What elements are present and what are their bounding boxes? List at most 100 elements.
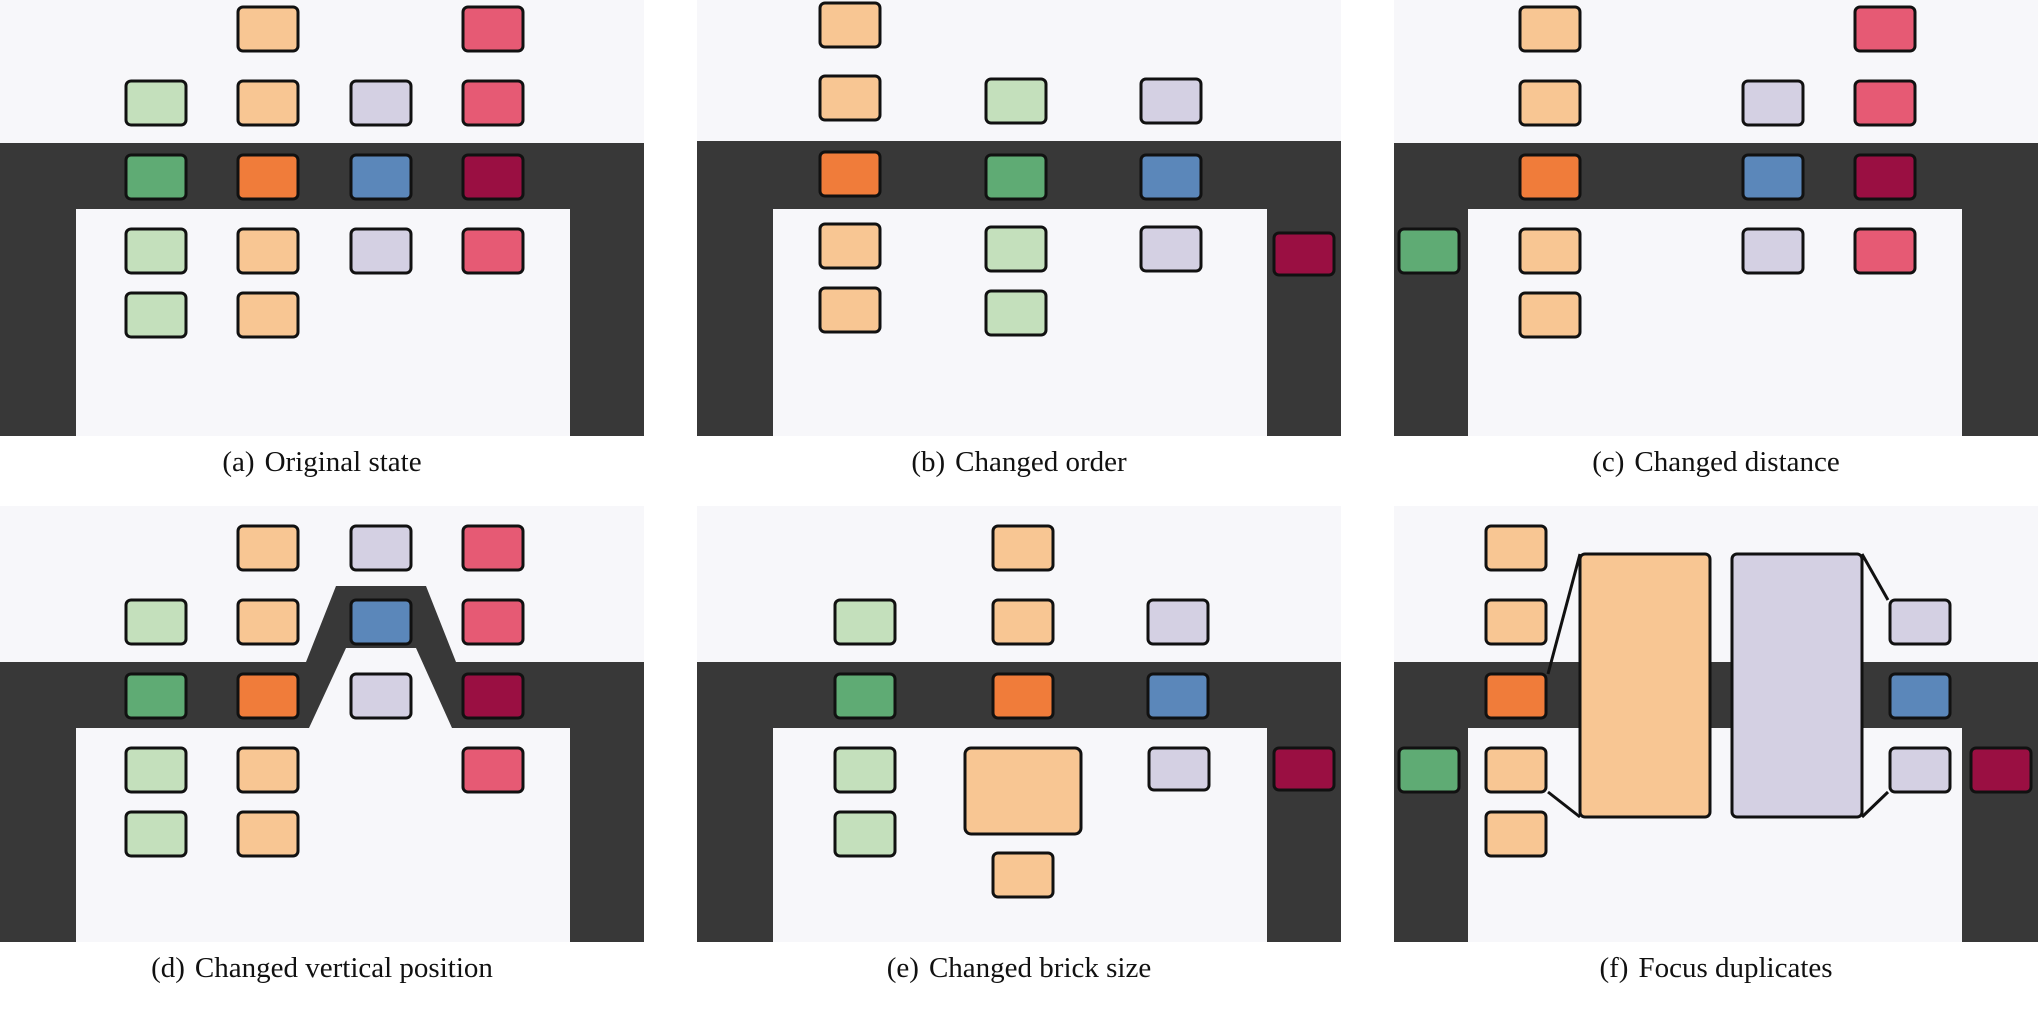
brick-green-light [124, 291, 188, 339]
brick-green-dark [984, 153, 1048, 201]
brick-lilac-light [1146, 598, 1210, 646]
brick-green-light [984, 225, 1048, 273]
brick-crimson-dark [461, 672, 525, 720]
brick-green-light [124, 810, 188, 858]
brick-orange-light [1484, 524, 1548, 572]
panel-changed-vertical-position: (d) Changed vertical position [0, 506, 644, 1006]
brick-blue-dark [1139, 153, 1203, 201]
brick-green-light [124, 79, 188, 127]
caption: (d) Changed vertical position [0, 952, 644, 985]
panel-changed-distance: (c) Changed distance [1394, 0, 2038, 500]
focus-magnified-lilac-brick [1730, 552, 1864, 819]
panel-focus-duplicates: (f) Focus duplicates [1394, 506, 2038, 1006]
brick-lilac-light [1139, 77, 1203, 125]
brick-orange-dark [236, 153, 300, 201]
diagram-changed-order [697, 0, 1341, 436]
brick-green-dark [1397, 746, 1461, 794]
brick-blue-dark [1741, 153, 1805, 201]
brick-green-light [124, 598, 188, 646]
caption-tag: (b) [911, 446, 946, 478]
diagram-changed-brick-size [697, 506, 1341, 942]
brick-crimson-dark [461, 153, 525, 201]
brick-orange-light [236, 524, 300, 572]
dark-band [1394, 143, 2038, 436]
background [0, 0, 644, 436]
brick-orange-light [991, 598, 1055, 646]
brick-green-dark [1397, 227, 1461, 275]
brick-lilac-light [1147, 746, 1211, 792]
diagram-focus-duplicates [1394, 506, 2038, 942]
panel-changed-brick-size: (e) Changed brick size [697, 506, 1341, 1006]
brick-orange-light [991, 524, 1055, 572]
brick-green-light [984, 77, 1048, 125]
caption: (e) Changed brick size [697, 952, 1341, 985]
brick-green-light [124, 746, 188, 794]
background [697, 0, 1341, 436]
brick-green-light [833, 598, 897, 646]
brick-lilac-light [349, 672, 413, 720]
brick-orange-light [236, 746, 300, 794]
brick-green-light [984, 289, 1048, 337]
brick-orange-dark [1518, 153, 1582, 201]
brick-blue-dark [349, 598, 413, 646]
brick-crimson-dark [1853, 153, 1917, 201]
brick-pink-light [1853, 227, 1917, 275]
brick-blue-dark [1146, 672, 1210, 720]
caption-title: Changed vertical position [194, 952, 493, 984]
diagram-changed-vertical-position [0, 506, 644, 942]
focus-magnified-orange-brick [1578, 552, 1712, 819]
caption-title: Changed order [955, 446, 1127, 478]
brick-pink-light [461, 746, 525, 794]
brick-pink-light [461, 227, 525, 275]
brick-green-light [833, 810, 897, 858]
brick-crimson-dark [1272, 231, 1336, 277]
caption-title: Original state [264, 446, 422, 478]
brick-orange-light [236, 598, 300, 646]
brick-orange-light [1484, 746, 1548, 794]
caption-tag: (e) [886, 952, 919, 984]
brick-lilac-light [1741, 227, 1805, 275]
background [1394, 0, 2038, 436]
brick-lilac-light [1888, 746, 1952, 794]
brick-orange-light [236, 79, 300, 127]
brick-orange-light [236, 291, 300, 339]
brick-green-light [833, 746, 897, 794]
brick-orange-light [236, 227, 300, 275]
brick-orange-light [1518, 291, 1582, 339]
brick-pink-light [1853, 79, 1917, 127]
focus-connector-line [1547, 790, 1581, 819]
brick-lilac-light [1888, 598, 1952, 646]
brick-blue-dark [349, 153, 413, 201]
brick-blue-dark [1888, 672, 1952, 720]
brick-lilac-light [349, 227, 413, 275]
caption-title: Changed brick size [928, 952, 1152, 984]
brick-orange-light [818, 222, 882, 270]
brick-orange-light [1484, 598, 1548, 646]
brick-orange-dark [236, 672, 300, 720]
brick-pink-light [461, 524, 525, 572]
brick-orange-dark [1484, 672, 1548, 720]
brick-orange-light [818, 286, 882, 334]
caption-tag: (a) [222, 446, 255, 478]
caption-tag: (c) [1592, 446, 1625, 478]
dark-band [1394, 662, 2038, 942]
panel-original-state: (a) Original state [0, 0, 644, 500]
brick-orange-light [236, 5, 300, 53]
caption-title: Focus duplicates [1638, 952, 1833, 984]
brick-orange-light [991, 851, 1055, 899]
brick-orange-light [1518, 5, 1582, 53]
brick-lilac-light [1139, 225, 1203, 273]
brick-orange-light [818, 1, 882, 49]
brick-crimson-dark [1272, 746, 1336, 792]
caption: (b) Changed order [697, 446, 1341, 479]
brick-orange-light [1518, 227, 1582, 275]
caption-title: Changed distance [1634, 446, 1840, 478]
brick-lilac-light [349, 524, 413, 572]
brick-green-light [124, 227, 188, 275]
brick-pink-light [461, 5, 525, 53]
brick-lilac-light [349, 79, 413, 127]
brick-green-dark [124, 153, 188, 201]
dark-band [0, 143, 644, 436]
brick-orange-light [1518, 79, 1582, 127]
brick-orange-dark [818, 150, 882, 198]
